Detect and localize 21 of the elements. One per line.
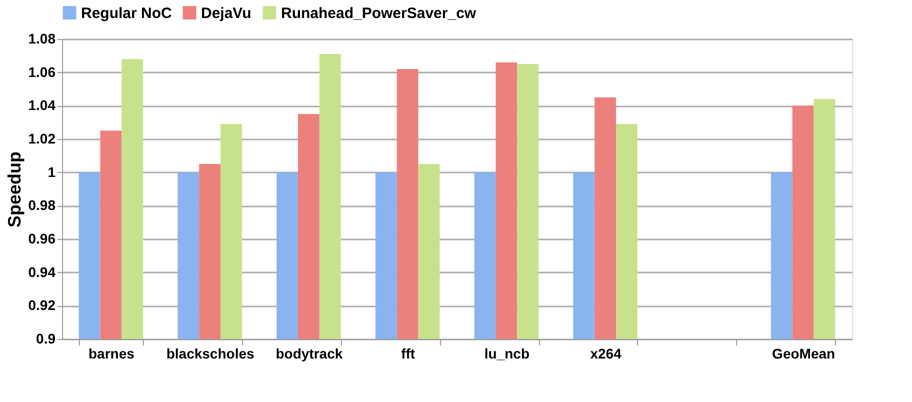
legend-label: Runahead_PowerSaver_cw [281,4,476,22]
x-tick-label: blackscholes [166,346,254,362]
x-tick-label: fft [401,346,416,362]
y-tick-label: 0.98 [28,197,56,214]
y-tick-label: 0.94 [28,264,56,280]
x-tick-label: bodytrack [276,346,343,362]
y-axis-title: Speedup [4,151,24,228]
y-tick-label: 1.02 [28,130,56,146]
y-tick-label: 1.04 [28,97,56,114]
x-tick-label: GeoMean [772,346,836,362]
y-tick-label: 0.92 [28,297,56,314]
x-tick-label: lu_ncb [484,346,530,362]
y-tick-label: 1.06 [28,64,56,80]
y-tick-label: 1.08 [28,30,56,46]
y-tick-label: 0.96 [28,230,56,246]
legend-label: DejaVu [201,4,252,22]
y-tick-label: 0.9 [36,330,56,346]
y-tick-label: 1 [48,164,56,180]
x-tick-label: barnes [88,346,135,362]
x-tick-label: x264 [590,346,622,362]
legend-label: Regular NoC [81,4,172,22]
